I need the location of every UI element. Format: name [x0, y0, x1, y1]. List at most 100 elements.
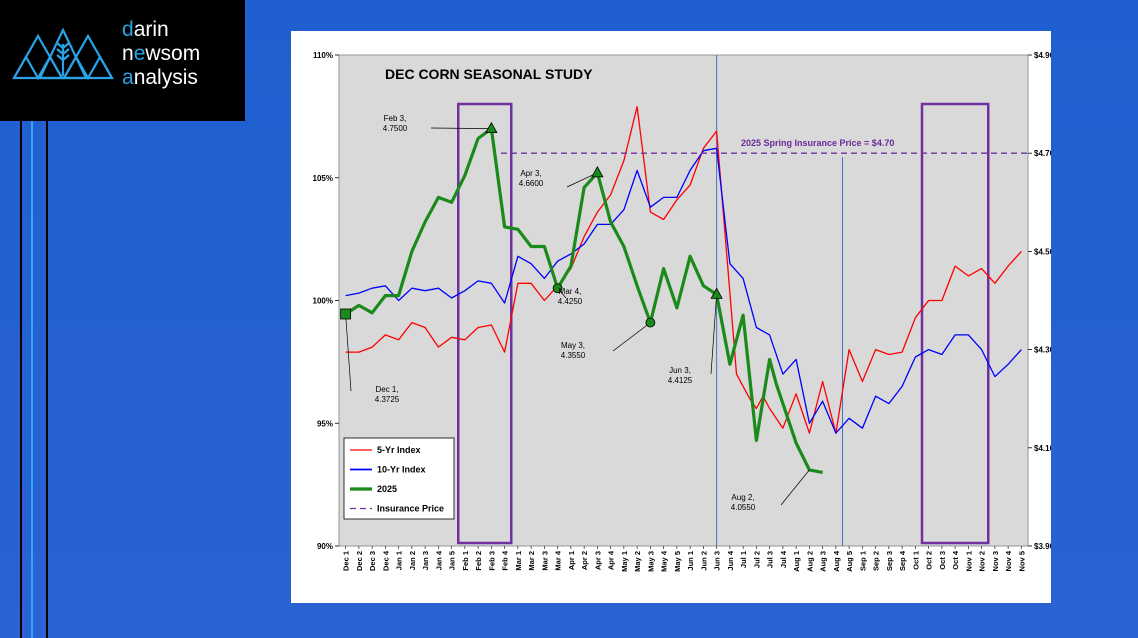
x-axis-tick-label: Jun 4 — [726, 550, 735, 570]
x-axis-tick-label: Oct 3 — [938, 551, 947, 570]
x-axis-tick-label: Jan 3 — [421, 551, 430, 570]
x-axis-tick-label: Aug 3 — [819, 551, 828, 572]
x-axis-tick-label: Oct 2 — [925, 551, 934, 570]
right-axis-tick-label: $4.10 — [1034, 444, 1051, 453]
annotation-label-value: 4.3725 — [375, 395, 400, 404]
annotation-label-date: Aug 2, — [731, 493, 754, 502]
highlight-box — [457, 102, 513, 545]
annotation-leader-line — [566, 172, 598, 188]
x-axis-tick-label: Apr 3 — [593, 551, 602, 570]
x-axis-tick-label: Mar 1 — [514, 551, 523, 571]
x-axis-tick-label: Jun 3 — [713, 551, 722, 571]
x-axis-tick-label: Nov 4 — [1004, 550, 1013, 571]
x-axis-tick-label: Jul 2 — [752, 551, 761, 568]
annotation-leader-line — [430, 127, 492, 129]
x-axis-tick-label: Aug 1 — [792, 551, 801, 572]
data-point-circle — [645, 317, 656, 328]
decorative-line — [20, 121, 22, 638]
logo-panel: darin newsom analysis — [0, 0, 245, 121]
chart-panel: 90% 95% 100% 105% 110% $3.90 $4.10 $4.30 $4.50 $4… — [291, 31, 1051, 603]
seasonal-chart: 90% 95% 100% 105% 110% $3.90 $4.10 $4.30 $4.50 $4… — [313, 51, 1051, 572]
logo-wordmark: darin newsom analysis — [122, 18, 201, 89]
decorative-line — [46, 121, 48, 638]
logo-mountains-icon — [12, 28, 114, 80]
x-axis-tick-label: Oct 1 — [911, 551, 920, 570]
annotation-label-value: 4.7500 — [383, 124, 408, 133]
x-axis-tick-label: Sep 4 — [898, 550, 907, 571]
right-axis-tick-label: $3.90 — [1034, 542, 1051, 551]
x-axis-tick-label: May 5 — [673, 551, 682, 572]
annotation-label-date: Apr 3, — [520, 169, 541, 178]
x-axis-tick-label: Jul 4 — [779, 550, 788, 568]
insurance-price-label: 2025 Spring Insurance Price = $4.70 — [741, 138, 894, 148]
annotation-label-value: 4.4250 — [558, 297, 583, 306]
x-axis-tick-label: Dec 3 — [368, 551, 377, 571]
annotation-label-date: Feb 3, — [384, 114, 407, 123]
x-axis-tick-label: Oct 4 — [951, 550, 960, 570]
annotation-label-value: 4.3550 — [561, 351, 586, 360]
x-axis-tick-label: Aug 2 — [805, 551, 814, 572]
x-axis-tick-label: Aug 4 — [832, 550, 841, 572]
left-axis-tick-label: 105% — [313, 174, 333, 183]
legend-box — [343, 437, 455, 520]
x-axis-tick-label: Dec 1 — [342, 551, 351, 571]
right-axis-tick-label: $4.70 — [1034, 149, 1051, 158]
x-axis-tick-label: Apr 1 — [567, 551, 576, 570]
x-axis-tick-label: Apr 2 — [580, 551, 589, 570]
x-axis-tick-label: Nov 3 — [991, 551, 1000, 571]
x-axis-tick-label: Jul 1 — [739, 551, 748, 568]
series-line-2025 — [344, 127, 823, 474]
annotation-label-value: 4.4125 — [668, 376, 693, 385]
annotation-label-date: Jun 3, — [669, 366, 691, 375]
x-axis-tick-label: May 1 — [620, 551, 629, 572]
series-line-5-yr-index — [345, 105, 1022, 434]
data-point-circle — [552, 283, 563, 294]
x-axis-tick-label: Jan 4 — [434, 550, 443, 570]
left-axis-tick-label: 100% — [313, 297, 333, 306]
legend-entry-label: 10-Yr Index — [377, 465, 426, 475]
legend-entry-label: 2025 — [377, 484, 397, 494]
annotation-label-date: Dec 1, — [375, 385, 398, 394]
x-axis-tick-label: Mar 4 — [554, 550, 563, 570]
right-axis-tick-label: $4.90 — [1034, 51, 1051, 60]
data-point-triangle — [710, 287, 723, 299]
x-axis-tick-label: Nov 5 — [1017, 551, 1026, 571]
x-axis-tick-label: Jan 5 — [448, 551, 457, 570]
x-axis-tick-label: Dec 2 — [355, 551, 364, 571]
x-axis-tick-label: Nov 1 — [964, 551, 973, 571]
x-axis-tick-label: Feb 4 — [501, 550, 510, 570]
x-axis-tick-label: Feb 3 — [487, 551, 496, 571]
x-axis-tick-label: Jun 1 — [686, 551, 695, 571]
x-axis-tick-label: Feb 2 — [474, 551, 483, 571]
x-axis-tick-label: Apr 4 — [607, 550, 616, 570]
data-point-triangle — [591, 166, 604, 178]
highlight-box — [920, 102, 990, 545]
legend-entry-label: Insurance Price — [377, 504, 444, 514]
x-axis-tick-label: Jul 3 — [766, 551, 775, 568]
x-axis-tick-label: Jan 2 — [408, 551, 417, 570]
x-axis-tick-label: Sep 3 — [885, 551, 894, 571]
annotation-leader-line — [780, 469, 810, 506]
left-axis-tick-label: 95% — [317, 419, 333, 428]
x-axis-tick-label: Feb 1 — [461, 551, 470, 571]
left-axis-tick-label: 110% — [313, 51, 333, 60]
x-axis-tick-label: Sep 2 — [872, 551, 881, 571]
annotation-leader-line — [612, 322, 651, 352]
x-axis-tick-label: May 4 — [660, 550, 669, 572]
x-axis-tick-label: Nov 2 — [978, 551, 987, 571]
x-axis-tick-label: Jun 2 — [699, 551, 708, 571]
right-axis-tick-label: $4.50 — [1034, 247, 1051, 256]
annotation-label-value: 4.6600 — [519, 179, 544, 188]
annotation-label-date: May 3, — [561, 341, 585, 350]
legend-entry-label: 5-Yr Index — [377, 445, 421, 455]
left-axis-tick-label: 90% — [317, 542, 333, 551]
data-point-triangle — [485, 121, 498, 134]
annotation-label-value: 4.0550 — [731, 503, 756, 512]
decorative-line — [31, 121, 33, 638]
x-axis-tick-label: May 3 — [646, 551, 655, 572]
annotation-label-date: Mar 4, — [559, 287, 582, 296]
x-axis-tick-label: Aug 5 — [845, 551, 854, 572]
x-axis-tick-label: Sep 1 — [858, 551, 867, 571]
data-point-square — [340, 308, 352, 320]
annotation-leader-line — [710, 294, 717, 375]
